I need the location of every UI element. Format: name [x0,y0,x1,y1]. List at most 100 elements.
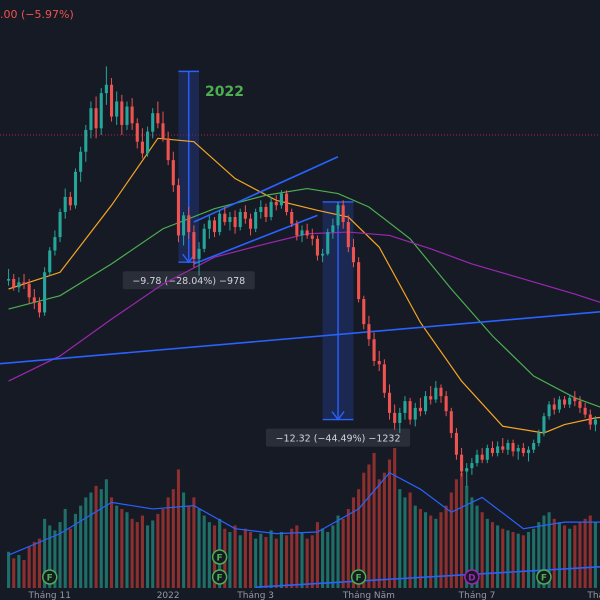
candle-body [295,223,299,236]
candle-body [53,237,57,251]
candle-body [182,215,186,236]
volume-bar [485,518,489,588]
volume-bar [99,489,103,588]
candle-body [156,113,160,124]
candle-body [27,283,31,298]
candle-body [300,230,304,236]
volume-bar [588,515,592,588]
candle-body [454,432,458,455]
volume-bar [346,508,350,588]
volume-bar [372,452,376,588]
trendline-layer [0,156,600,588]
volume-bar [285,535,289,588]
candle-body [192,232,196,259]
volume-bar [341,518,345,588]
volume-bar [562,525,567,588]
volume-bar [526,532,531,588]
volume-bar [521,535,525,588]
candle-body [485,448,489,460]
volume-ma-line [8,471,600,556]
volume-bar [140,515,144,588]
volume-bar [109,497,114,588]
event-marker-letter: F [47,574,53,584]
volume-bar [537,522,541,588]
candle-body [248,218,253,229]
volume-bar [321,528,325,588]
x-axis: Tháng 11 2022 Tháng 3 Tháng Năm Tháng 7 Tháng… [28,591,600,600]
candle-body [557,399,561,410]
candle-body [341,205,345,223]
moving-average-layer [8,137,600,434]
candle-body [537,432,541,444]
volume-bar [568,528,572,588]
candle-body [588,414,592,425]
volume-bar [331,525,335,588]
volume-bar [187,505,191,588]
candle-body [233,217,237,228]
volume-bar [465,485,469,588]
volume-bar [228,532,232,588]
candle-body [521,448,525,454]
candle-body [403,401,407,413]
volume-bar [501,528,505,588]
candle-body [377,360,381,365]
volume-bar [351,497,356,588]
volume-bar [557,522,561,588]
volume-bar [578,522,582,588]
volume-bar [254,538,258,588]
candle-body [398,412,402,423]
candle-body [207,220,211,229]
x-axis-tick-label: Tháng 3 [236,591,274,600]
measure-label-box [122,271,255,290]
volume-bar [58,522,62,588]
candle-body [130,106,134,124]
x-axis-tick-label: Tháng Năm [342,591,395,600]
event-marker-circle [350,569,367,585]
volume-bar [12,558,16,588]
candle-body [346,222,350,248]
candle-body [475,454,479,464]
candle-body [99,93,103,129]
candle-body [578,401,582,408]
candle-body [506,443,510,450]
volume-bar [444,505,448,588]
candle-body [151,113,155,132]
measure-label: −12.32 (−44.49%) −1232 [276,434,401,445]
event-marker-layer: FFF F D F [42,549,552,585]
volume-bar [377,479,381,588]
volume-bar [238,535,242,588]
volume-bar [79,505,83,588]
volume-bar [73,513,78,588]
volume-bar [542,515,546,588]
candle-body [12,278,16,288]
volume-bar [53,530,57,588]
candle-body [274,201,278,206]
candle-body [37,302,42,313]
volume-bar [243,528,247,588]
volume-bar [248,532,253,588]
candle-body [532,443,536,450]
volume-bar [367,464,371,588]
candle-body [367,324,371,340]
candle-body [197,248,201,259]
candle-body [176,185,180,236]
event-marker-letter: F [217,574,223,584]
volume-bar [403,497,407,588]
event-marker-letter: F [541,574,547,584]
candle-body [460,454,464,472]
volume-bar [166,497,170,588]
volume-bar [89,492,93,588]
volume-bar [496,525,500,588]
candle-body [465,468,469,472]
candle-body [382,364,386,393]
volume-bar [393,448,397,588]
candle-body [362,299,366,325]
volume-bar [120,508,124,588]
volume-bar [156,513,160,588]
volume-bar [315,522,319,588]
trendline [255,566,600,588]
candle-body [490,448,495,454]
trendline [193,156,339,223]
